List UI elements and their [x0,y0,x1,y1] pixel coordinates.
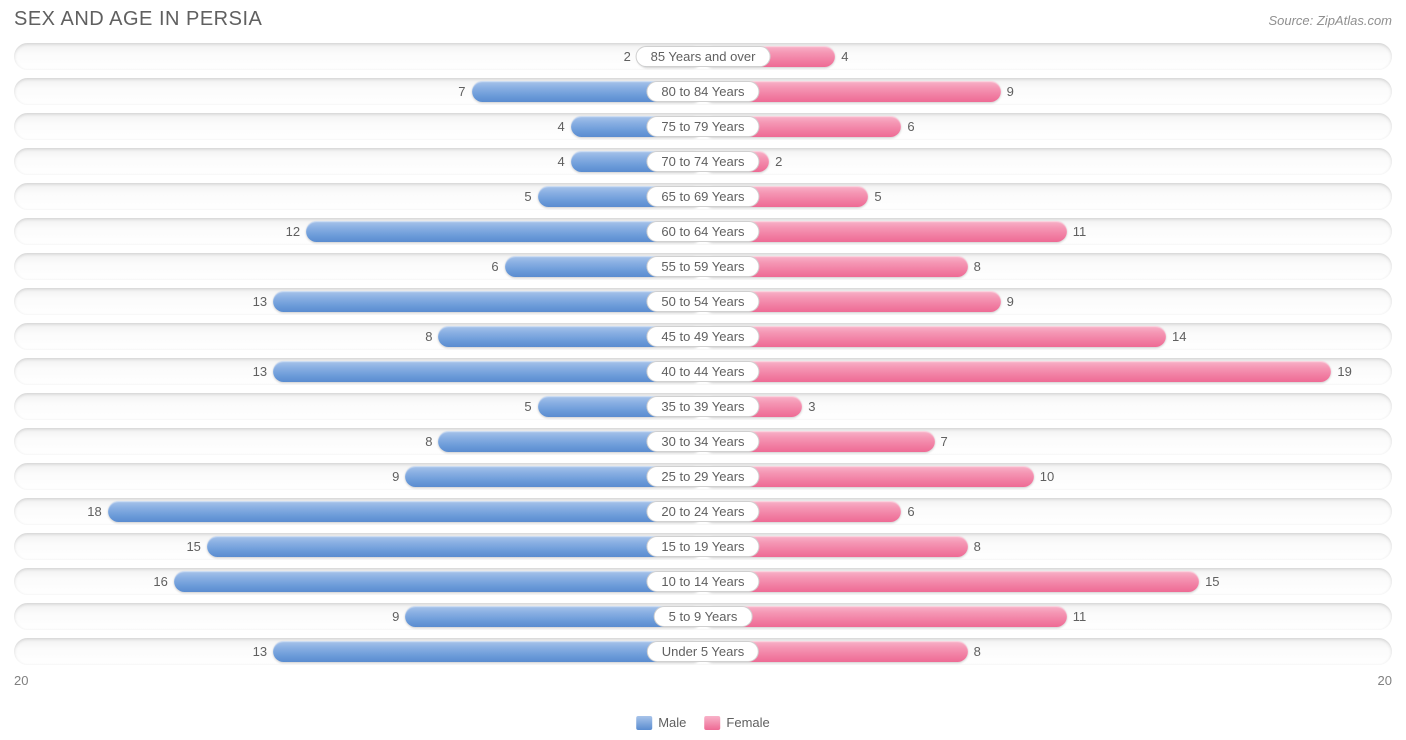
age-category-label: 15 to 19 Years [646,536,759,557]
population-pyramid-chart: 85 Years and over2480 to 84 Years7975 to… [14,43,1392,665]
female-value-label: 6 [907,113,914,140]
male-value-label: 13 [253,638,267,665]
chart-legend: Male Female [636,715,770,730]
pyramid-row: 60 to 64 Years 12 11 [14,218,1392,245]
male-value-label: 13 [253,358,267,385]
age-category-label: 30 to 34 Years [646,431,759,452]
female-bar [703,606,1067,627]
female-bar [703,361,1331,382]
pyramid-row: 40 to 44 Years 13 19 [14,358,1392,385]
male-bar [306,221,703,242]
legend-swatch-male [636,716,652,730]
male-value-label: 9 [392,603,399,630]
age-category-label: 45 to 49 Years [646,326,759,347]
male-bar [273,361,703,382]
male-value-label: 18 [87,498,101,525]
female-value-label: 4 [841,43,848,70]
age-category-label: 70 to 74 Years [646,151,759,172]
chart-source: Source: ZipAtlas.com [1268,13,1392,28]
age-category-label: 20 to 24 Years [646,501,759,522]
age-category-label: 35 to 39 Years [646,396,759,417]
female-value-label: 7 [941,428,948,455]
legend-female-label: Female [726,715,769,730]
female-value-label: 14 [1172,323,1186,350]
age-category-label: 80 to 84 Years [646,81,759,102]
legend-swatch-female [704,716,720,730]
age-category-label: 40 to 44 Years [646,361,759,382]
chart-footer: 20 20 [14,673,1392,688]
female-value-label: 9 [1007,78,1014,105]
male-value-label: 6 [491,253,498,280]
male-value-label: 7 [458,78,465,105]
male-value-label: 16 [153,568,167,595]
pyramid-row: 50 to 54 Years 13 9 [14,288,1392,315]
pyramid-row: 80 to 84 Years 7 9 [14,78,1392,105]
male-value-label: 13 [253,288,267,315]
pyramid-row: 65 to 69 Years 5 5 [14,183,1392,210]
male-value-label: 15 [186,533,200,560]
male-value-label: 12 [286,218,300,245]
age-category-label: 5 to 9 Years [654,606,753,627]
female-bar [703,326,1166,347]
age-category-label: 55 to 59 Years [646,256,759,277]
male-value-label: 5 [524,393,531,420]
pyramid-row: 75 to 79 Years 4 6 [14,113,1392,140]
chart-header: SEX AND AGE IN PERSIA Source: ZipAtlas.c… [14,8,1392,31]
legend-male-label: Male [658,715,686,730]
pyramid-row: 45 to 49 Years 8 14 [14,323,1392,350]
female-value-label: 19 [1337,358,1351,385]
pyramid-row: 25 to 29 Years 9 10 [14,463,1392,490]
age-category-label: 60 to 64 Years [646,221,759,242]
chart-title: SEX AND AGE IN PERSIA [14,8,262,31]
female-value-label: 11 [1073,603,1087,630]
male-value-label: 8 [425,323,432,350]
male-value-label: 9 [392,463,399,490]
axis-right-max: 20 [1378,673,1392,688]
male-value-label: 4 [557,113,564,140]
age-category-label: 50 to 54 Years [646,291,759,312]
age-category-label: 25 to 29 Years [646,466,759,487]
pyramid-row: 10 to 14 Years 16 15 [14,568,1392,595]
age-category-label: 85 Years and over [636,46,771,67]
age-category-label: Under 5 Years [647,641,759,662]
female-value-label: 9 [1007,288,1014,315]
male-bar [273,641,703,662]
male-bar [174,571,703,592]
pyramid-row: Under 5 Years 13 8 [14,638,1392,665]
female-value-label: 8 [974,253,981,280]
pyramid-row: 85 Years and over2 4 [14,43,1392,70]
pyramid-row: 70 to 74 Years 4 2 [14,148,1392,175]
male-bar [273,291,703,312]
age-category-label: 75 to 79 Years [646,116,759,137]
male-value-label: 5 [524,183,531,210]
age-category-label: 65 to 69 Years [646,186,759,207]
pyramid-row: 35 to 39 Years 5 3 [14,393,1392,420]
legend-female: Female [704,715,769,730]
pyramid-row: 30 to 34 Years 8 7 [14,428,1392,455]
pyramid-row: 5 to 9 Years 9 11 [14,603,1392,630]
pyramid-row: 15 to 19 Years 15 8 [14,533,1392,560]
pyramid-row: 55 to 59 Years 6 8 [14,253,1392,280]
female-value-label: 15 [1205,568,1219,595]
male-bar [207,536,703,557]
female-value-label: 10 [1040,463,1054,490]
male-value-label: 2 [624,43,631,70]
female-value-label: 8 [974,638,981,665]
female-value-label: 5 [874,183,881,210]
axis-left-max: 20 [14,673,28,688]
female-bar [703,571,1199,592]
age-category-label: 10 to 14 Years [646,571,759,592]
male-value-label: 8 [425,428,432,455]
female-value-label: 2 [775,148,782,175]
female-value-label: 11 [1073,218,1087,245]
female-value-label: 3 [808,393,815,420]
male-value-label: 4 [557,148,564,175]
female-value-label: 8 [974,533,981,560]
legend-male: Male [636,715,686,730]
pyramid-row: 20 to 24 Years 18 6 [14,498,1392,525]
female-value-label: 6 [907,498,914,525]
male-bar [108,501,703,522]
